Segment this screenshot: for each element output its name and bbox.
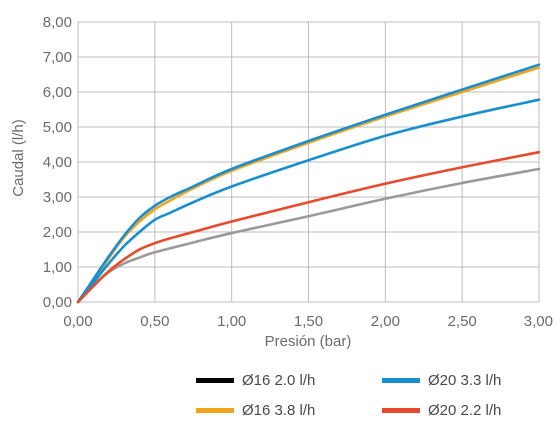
x-axis-title: Presión (bar) [265, 333, 352, 350]
series-line-5 [76, 150, 541, 304]
legend-swatch [196, 408, 234, 413]
y-tick-label: 6,00 [43, 84, 72, 101]
series-lines [76, 63, 541, 304]
y-tick-label: 1,00 [43, 259, 72, 276]
series-line-3 [76, 63, 541, 304]
legend-label: Ø20 2.2 l/h [428, 402, 501, 419]
x-tick-label: 1,50 [294, 313, 323, 330]
y-tick-label: 8,00 [43, 14, 72, 31]
y-tick-label: 0,00 [43, 294, 72, 311]
x-tick-label: 0,50 [140, 313, 169, 330]
legend-swatch [382, 378, 420, 383]
plot-frame [77, 21, 540, 303]
x-tick-label: 1,00 [217, 313, 246, 330]
legend-swatch [382, 408, 420, 413]
y-axis-title: Caudal (l/h) [10, 119, 27, 197]
x-tick-label: 2,50 [448, 313, 477, 330]
x-axis-tick-labels: 0,00 0,50 1,00 1,50 2,00 2,50 3,00 [63, 313, 553, 330]
y-tick-label: 2,00 [43, 224, 72, 241]
x-tick-label: 0,00 [63, 313, 92, 330]
legend-swatch [196, 378, 234, 383]
legend-label: Ø20 3.3 l/h [428, 372, 501, 389]
y-tick-label: 3,00 [43, 189, 72, 206]
plot-border [77, 21, 540, 303]
y-tick-label: 5,00 [43, 119, 72, 136]
y-tick-label: 4,00 [43, 154, 72, 171]
legend-label: Ø16 3.8 l/h [242, 402, 315, 419]
y-axis-tick-labels: 0,00 1,00 2,00 3,00 4,00 5,00 6,00 7,00 8,00 [43, 14, 72, 311]
x-tick-label: 2,00 [371, 313, 400, 330]
grid-lines [77, 21, 540, 303]
y-tick-label: 7,00 [43, 49, 72, 66]
legend: Ø16 2.0 l/h Ø20 3.3 l/h Ø16 3.8 l/h Ø20 2.2… [196, 372, 501, 419]
series-line-4 [76, 98, 541, 304]
x-tick-label: 3,00 [524, 313, 553, 330]
legend-label: Ø16 2.0 l/h [242, 372, 315, 389]
